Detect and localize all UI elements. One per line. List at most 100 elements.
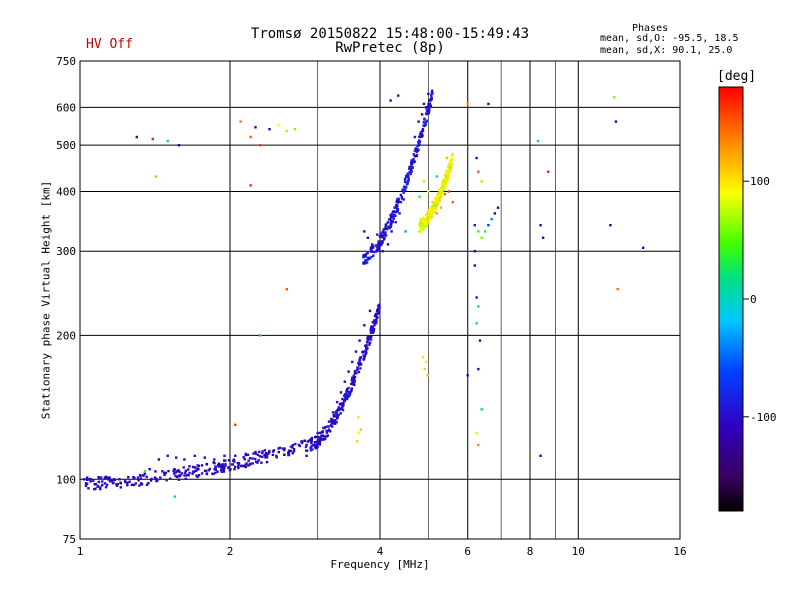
echo-point: [429, 218, 432, 222]
echo-point: [371, 325, 375, 328]
echo-point: [396, 198, 399, 201]
echo-point: [434, 200, 437, 203]
echo-point: [450, 163, 453, 166]
echo-point: [369, 327, 373, 330]
echo-point: [415, 150, 418, 154]
echo-point: [99, 487, 102, 491]
echo-point: [283, 448, 286, 452]
echo-point: [367, 338, 370, 342]
echo-point: [132, 483, 136, 487]
echo-point: [493, 212, 496, 215]
echo-point: [159, 476, 162, 479]
echo-point: [428, 210, 431, 213]
echo-point: [364, 253, 368, 256]
echo-point: [230, 463, 234, 466]
y-tick-label: 200: [56, 329, 76, 342]
echo-point: [358, 363, 361, 366]
echo-point: [358, 339, 361, 342]
echo-point: [234, 454, 237, 457]
echo-point: [259, 144, 262, 147]
echo-point: [430, 215, 434, 219]
echo-point: [204, 469, 208, 472]
echo-point: [327, 420, 331, 423]
echo-point: [451, 153, 454, 156]
echo-point: [175, 475, 179, 479]
echo-point: [402, 188, 406, 192]
echo-point: [322, 426, 325, 430]
echo-point: [336, 415, 339, 418]
echo-point: [261, 455, 264, 458]
echo-point: [362, 261, 366, 264]
echo-point: [347, 370, 350, 373]
echo-point: [420, 135, 423, 138]
echo-point: [108, 480, 112, 483]
echo-point: [369, 248, 373, 251]
echo-point: [197, 468, 200, 471]
x-tick-label: 8: [527, 545, 534, 558]
echo-point: [422, 222, 425, 225]
echo-point: [309, 446, 312, 449]
echo-point: [365, 344, 368, 347]
echo-point: [124, 480, 127, 484]
y-tick-label: 750: [56, 55, 76, 68]
echo-point: [380, 234, 384, 237]
echo-point: [381, 230, 384, 234]
echo-point: [442, 179, 445, 183]
echo-point: [86, 476, 89, 479]
echo-point: [423, 118, 426, 121]
echo-point: [335, 420, 338, 424]
echo-point: [343, 400, 346, 403]
echo-point: [332, 420, 336, 423]
echo-point: [411, 166, 414, 169]
echo-point: [352, 374, 355, 377]
echo-point: [277, 124, 280, 127]
echo-point: [143, 472, 147, 475]
colorbar-ticks: 100 0 -100: [743, 175, 777, 424]
echo-point: [115, 484, 119, 487]
echo-point: [97, 480, 101, 484]
echo-point: [343, 380, 346, 383]
echo-point: [435, 212, 438, 215]
echo-point: [267, 452, 270, 455]
echo-point: [406, 172, 409, 175]
echo-point: [188, 465, 191, 468]
echo-point: [448, 163, 452, 166]
echo-point: [423, 367, 426, 371]
echo-point: [330, 420, 333, 423]
echo-point: [475, 156, 478, 160]
y-tick-labels: 75 100 200 300 400 500 600 750: [56, 55, 76, 546]
echo-point: [353, 379, 356, 382]
echo-point: [380, 240, 383, 243]
echo-point: [349, 390, 352, 394]
echo-point: [110, 480, 114, 483]
echo-point: [373, 324, 376, 327]
echo-point: [183, 458, 186, 461]
echo-point: [382, 238, 386, 241]
echo-point: [320, 438, 323, 441]
echo-point: [192, 470, 195, 473]
echo-point: [283, 447, 286, 450]
echo-point: [291, 452, 294, 455]
echo-point: [153, 476, 157, 479]
echo-point: [448, 170, 452, 174]
echo-point: [380, 242, 383, 245]
echo-point: [420, 227, 424, 230]
echo-point: [107, 478, 110, 481]
echo-point: [321, 434, 324, 437]
echo-point: [541, 236, 545, 239]
echo-point: [195, 474, 198, 477]
echo-point: [260, 461, 263, 464]
echo-point: [386, 221, 389, 224]
echo-point: [316, 431, 319, 435]
echo-point: [332, 415, 336, 418]
echo-point: [356, 369, 359, 372]
echo-point: [357, 370, 361, 374]
echo-point: [448, 161, 452, 164]
echo-point: [371, 328, 374, 332]
echo-point: [446, 172, 450, 175]
echo-point: [429, 216, 432, 219]
echo-point: [404, 230, 407, 233]
echo-point: [139, 474, 142, 477]
echo-point: [403, 180, 407, 183]
